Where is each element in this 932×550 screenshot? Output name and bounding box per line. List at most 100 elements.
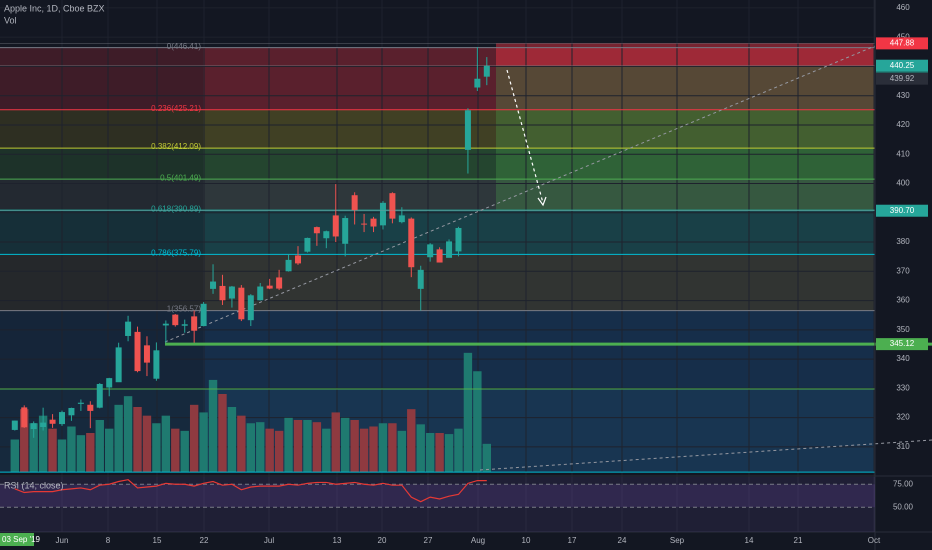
candle-body xyxy=(59,412,65,425)
x-tick-label: 8 xyxy=(106,536,111,545)
x-tick-label: 13 xyxy=(333,536,342,545)
volume-bar xyxy=(48,428,57,472)
fib-label: 0.5(401.49) xyxy=(160,173,201,182)
candle-body xyxy=(96,383,103,408)
volume-bar xyxy=(10,439,19,472)
fib-label: 0(446.41) xyxy=(167,42,202,51)
fib-band-left xyxy=(0,47,203,110)
fib-band-left xyxy=(0,109,203,149)
fib-band-left xyxy=(0,310,203,389)
candle-body xyxy=(21,407,28,428)
volume-bar xyxy=(303,420,312,472)
x-tick-label: 14 xyxy=(745,536,754,545)
candle-body xyxy=(30,423,37,430)
volume-bar xyxy=(95,420,104,472)
y-tick-label: 330 xyxy=(896,383,910,392)
candle-body xyxy=(219,285,226,301)
volume-bar xyxy=(388,423,397,472)
volume-bar xyxy=(341,417,350,472)
candle-body xyxy=(115,347,122,383)
candle-body xyxy=(436,249,443,263)
y-tick-label: 450 xyxy=(896,32,910,41)
fib-band xyxy=(203,310,875,389)
volume-bar xyxy=(67,426,76,472)
volume-bar xyxy=(218,394,227,472)
candle-body xyxy=(210,281,217,289)
chart-title: Apple Inc, 1D, Cboe BZX xyxy=(4,3,105,13)
fib-band-left xyxy=(0,254,203,311)
candle-body xyxy=(295,255,301,264)
volume-bar xyxy=(425,433,435,472)
x-tick-label: 15 xyxy=(153,536,162,545)
y-tick-label: 410 xyxy=(896,149,910,158)
candle-body xyxy=(106,378,113,388)
candle-body xyxy=(304,237,311,252)
y-tick-label: 350 xyxy=(896,325,910,334)
candle-body xyxy=(266,285,273,289)
x-tick-label: 17 xyxy=(568,536,577,545)
line-badge-bg xyxy=(876,338,928,351)
volume-bar xyxy=(246,423,255,472)
date-badge: 03 Sep '19 xyxy=(2,535,41,544)
fib-label: 0.786(375.79) xyxy=(151,248,201,257)
candle-body xyxy=(134,331,141,372)
candle-body xyxy=(257,286,264,301)
y-tick-label: 360 xyxy=(896,296,910,305)
fib-band xyxy=(203,148,875,180)
fib-band-left xyxy=(0,148,203,180)
x-tick-label: Oct xyxy=(868,536,881,545)
volume-bar xyxy=(256,422,265,472)
candle-body xyxy=(464,110,471,150)
candle-body xyxy=(228,286,235,299)
x-tick-label: 24 xyxy=(618,536,627,545)
fib-band xyxy=(203,254,875,311)
candle-body xyxy=(68,407,75,416)
fib-band xyxy=(203,210,875,255)
candle-body xyxy=(40,422,47,428)
volume-bar xyxy=(463,352,473,472)
volume-bar xyxy=(142,415,152,472)
candle-body xyxy=(408,218,415,268)
volume-bar xyxy=(20,409,29,472)
volume-bar xyxy=(482,443,491,472)
fib-band xyxy=(203,179,875,211)
candle-body xyxy=(361,223,368,225)
volume-bar xyxy=(76,435,86,472)
rsi-band xyxy=(0,484,875,508)
volume-bar xyxy=(454,428,463,472)
volume-bar xyxy=(29,423,38,472)
candle-body xyxy=(474,78,481,88)
x-tick-label: 10 xyxy=(522,536,531,545)
x-tick-label: Jun xyxy=(56,536,69,545)
candle-body xyxy=(455,227,462,252)
fib-band-left xyxy=(0,179,203,211)
volume-bar xyxy=(180,430,189,472)
y-tick-label: 310 xyxy=(896,442,910,451)
volume-bar xyxy=(369,426,378,472)
volume-bar xyxy=(312,422,322,472)
arrow-head xyxy=(537,196,547,207)
candle-body xyxy=(398,215,405,223)
volume-bar xyxy=(227,407,237,472)
candle-body xyxy=(191,316,198,331)
volume-bar xyxy=(473,371,482,472)
volume-bar xyxy=(350,420,359,472)
price-badge-bg xyxy=(876,37,928,50)
candle-body xyxy=(285,259,292,272)
volume-bar xyxy=(293,420,303,472)
rsi-tick-label: 75.00 xyxy=(893,479,914,488)
date-badge-bg xyxy=(0,533,34,546)
candle-body xyxy=(200,303,207,327)
fib-band xyxy=(203,47,875,110)
x-tick-label: Jul xyxy=(264,536,274,545)
y-tick-label: 420 xyxy=(896,120,910,129)
x-tick-label: 21 xyxy=(794,536,803,545)
rsi-pane xyxy=(0,477,875,532)
volume-bar xyxy=(237,415,246,472)
volume-bar xyxy=(161,415,171,472)
candle-body xyxy=(323,231,330,239)
volume-bar xyxy=(284,417,293,472)
rsi-title: RSI (14, close) xyxy=(4,480,64,490)
candle-body xyxy=(332,215,339,237)
